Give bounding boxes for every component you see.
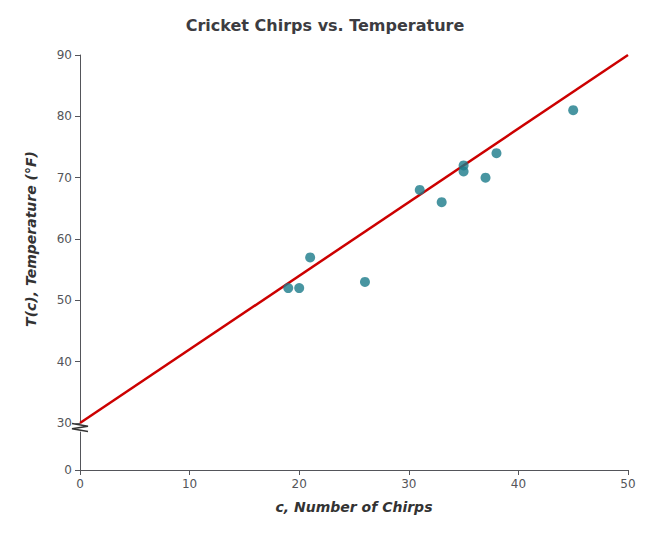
svg-text:T(c), Temperature (°F): T(c), Temperature (°F) bbox=[23, 151, 39, 327]
svg-text:20: 20 bbox=[292, 477, 307, 491]
svg-text:10: 10 bbox=[182, 477, 197, 491]
svg-text:40: 40 bbox=[57, 355, 72, 369]
svg-text:90: 90 bbox=[57, 48, 72, 62]
svg-text:70: 70 bbox=[57, 171, 72, 185]
svg-text:30: 30 bbox=[57, 416, 72, 430]
svg-text:30: 30 bbox=[401, 477, 416, 491]
svg-text:50: 50 bbox=[57, 293, 72, 307]
svg-text:0: 0 bbox=[76, 477, 84, 491]
svg-text:40: 40 bbox=[511, 477, 526, 491]
svg-text:50: 50 bbox=[620, 477, 635, 491]
svg-text:c, Number of Chirps: c, Number of Chirps bbox=[276, 499, 433, 515]
svg-text:80: 80 bbox=[57, 109, 72, 123]
svg-text:Cricket Chirps vs. Temperature: Cricket Chirps vs. Temperature bbox=[186, 16, 465, 35]
svg-text:60: 60 bbox=[57, 232, 72, 246]
svg-text:0: 0 bbox=[64, 463, 72, 477]
